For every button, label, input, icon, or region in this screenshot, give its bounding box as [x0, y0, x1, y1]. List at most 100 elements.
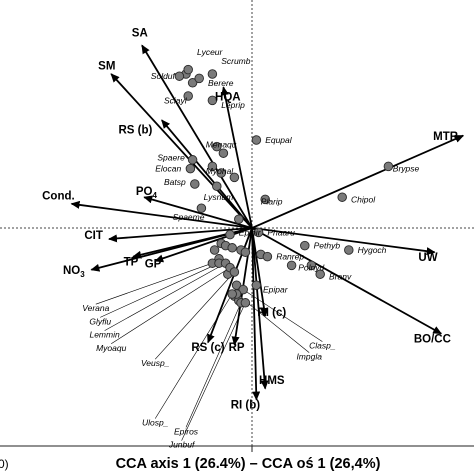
- species-label: Berere: [208, 78, 234, 88]
- species-label: Leprip: [221, 100, 245, 110]
- environment-vector: [143, 195, 253, 229]
- species-point: [207, 69, 218, 79]
- species-label: Glyflu: [89, 316, 111, 326]
- vector-label: MTR: [433, 131, 459, 143]
- species-point: [251, 280, 262, 290]
- species-point: [229, 267, 240, 277]
- species-point: [187, 78, 198, 88]
- species-label: Batsp: [164, 177, 186, 187]
- species-point: [227, 289, 237, 299]
- environment-vector: [251, 227, 436, 256]
- species-point: [240, 247, 251, 257]
- species-point: [251, 135, 262, 145]
- species-point: [337, 192, 347, 202]
- environment-vector: [110, 73, 253, 229]
- vector-label: PO4: [136, 186, 158, 200]
- leader-line: [95, 262, 213, 305]
- species-point: [187, 155, 198, 165]
- leader-line: [100, 262, 220, 318]
- species-point: [315, 269, 325, 279]
- environment-vector: [70, 200, 253, 229]
- species-point: [194, 73, 204, 84]
- species-label: Solduf: [151, 71, 177, 81]
- species-point: [253, 227, 264, 238]
- species-point: [229, 172, 240, 183]
- species-point: [218, 148, 229, 158]
- vector-label: Cond.: [42, 190, 75, 202]
- species-point: [212, 181, 222, 191]
- species-point: [209, 245, 220, 255]
- species-label: Polnyd: [298, 263, 324, 273]
- species-label: Phaaru: [267, 227, 295, 237]
- species-point: [238, 284, 248, 295]
- vector-label: GP: [145, 259, 162, 271]
- species-label: Ranrep: [276, 252, 304, 262]
- species-label: Equpal: [265, 135, 293, 145]
- species-points: [174, 64, 394, 308]
- species-point: [190, 179, 200, 189]
- vector-label: RI (c): [257, 307, 286, 319]
- vector-label: NO3: [63, 265, 85, 279]
- species-point: [383, 161, 394, 172]
- x-axis-prefix: 0): [0, 457, 9, 471]
- vector-label: RS (b): [118, 124, 152, 136]
- environment-vector: [251, 134, 465, 229]
- species-label: Lemmin: [89, 330, 120, 340]
- species-label: Epihir: [239, 227, 262, 237]
- species-label: Spaere: [157, 153, 185, 163]
- species-point: [207, 161, 218, 172]
- leader-line: [181, 302, 246, 441]
- species-point: [240, 298, 251, 308]
- species-label: Lyceur: [197, 47, 224, 57]
- species-point: [185, 163, 196, 174]
- vector-label: SM: [98, 61, 115, 73]
- species-label: Brypse: [393, 164, 420, 174]
- species-label: Branv: [329, 271, 352, 281]
- vector-label: BO/CC: [414, 333, 451, 345]
- leader-line: [104, 262, 226, 331]
- species-label: Plarip: [261, 197, 283, 207]
- environment-vector: [251, 227, 261, 401]
- species-label: Impgla: [296, 352, 322, 362]
- leader-line: [243, 289, 323, 342]
- vector-label: SA: [132, 28, 148, 40]
- vector-label: RI (b): [231, 399, 261, 411]
- leader-line: [185, 302, 242, 428]
- species-label: Myoaqu: [96, 343, 127, 353]
- species-label: Sciayl: [164, 95, 188, 105]
- species-label: Myohal: [206, 166, 235, 176]
- leader-line: [111, 267, 231, 345]
- vector-label: TP: [124, 256, 139, 268]
- species-label: Menaqu: [206, 139, 237, 149]
- environment-vector: [161, 119, 253, 229]
- environment-vector: [108, 227, 253, 243]
- environment-vector: [251, 227, 443, 335]
- vector-label: HMS: [259, 375, 285, 387]
- species-point: [300, 240, 310, 251]
- species-point: [183, 91, 193, 101]
- vector-label: RS (c): [191, 342, 224, 354]
- species-point: [260, 194, 270, 205]
- species-label: Scrumb: [221, 56, 251, 66]
- species-point: [262, 251, 273, 262]
- species-point: [234, 214, 244, 224]
- species-label: Epipar: [263, 285, 289, 295]
- species-label: Chipol: [351, 194, 376, 204]
- species-point: [196, 203, 207, 213]
- species-point: [174, 71, 185, 81]
- species-labels: Verana Glyflu Lemmin Myoaqu Veusp_ Clasp_Impg…: [82, 47, 419, 450]
- species-point: [225, 229, 235, 240]
- species-label: Clasp_: [309, 341, 336, 351]
- x-axis-title: CCA axis 1 (26.4%) – CCA oś 1 (26,4%): [116, 456, 381, 472]
- species-point: [344, 245, 354, 255]
- vector-label: HQA: [215, 91, 241, 103]
- species-point: [183, 64, 193, 75]
- species-label: Hygoch: [358, 245, 387, 255]
- environment-vector: [221, 86, 253, 229]
- species-point: [207, 95, 218, 106]
- species-label: Veusp_: [141, 358, 170, 368]
- species-point: [212, 141, 222, 152]
- species-label: Lysnum: [204, 192, 234, 202]
